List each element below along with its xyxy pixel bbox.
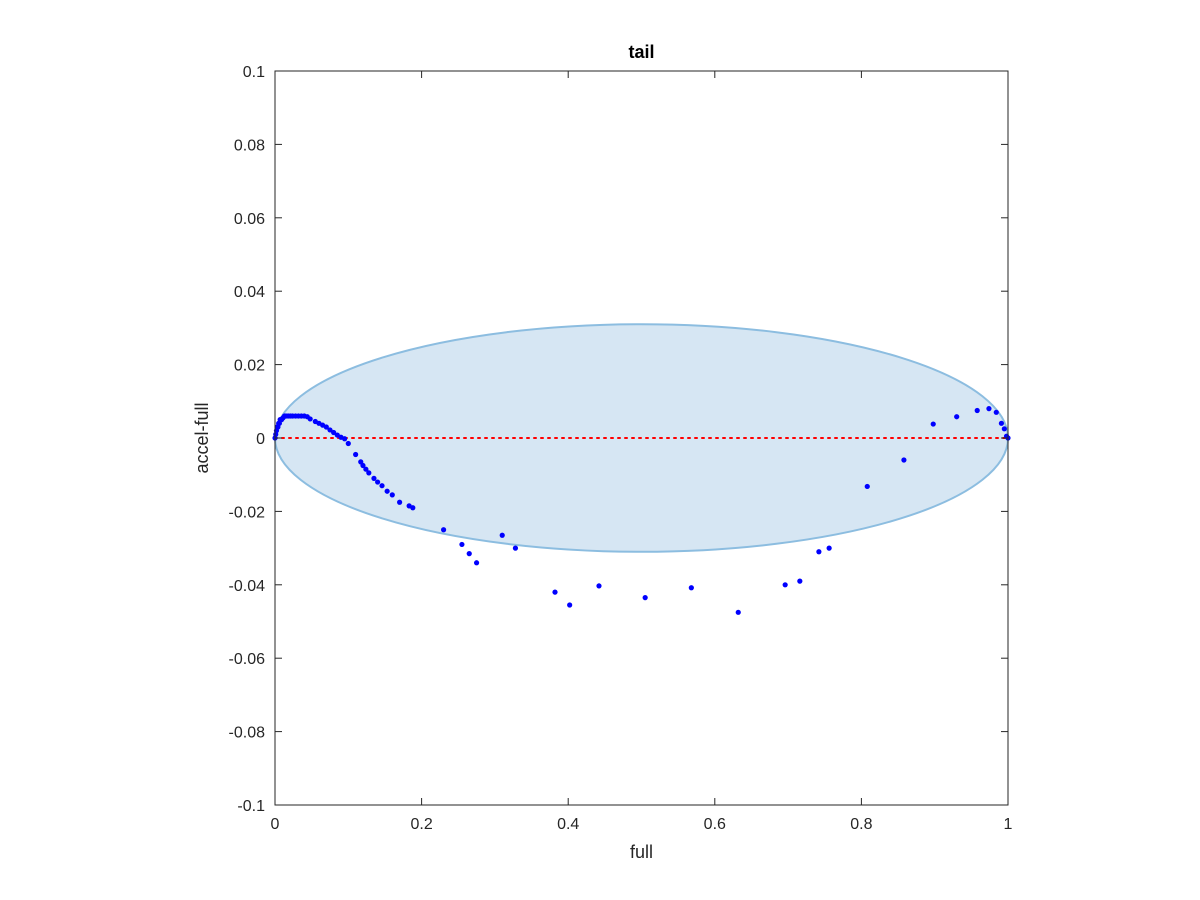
data-point <box>371 475 377 481</box>
x-tick-label: 0 <box>271 816 280 833</box>
data-point <box>512 545 519 551</box>
data-point <box>389 492 395 498</box>
data-point <box>974 407 980 414</box>
data-point <box>735 609 741 615</box>
y-axis-label: accel-full <box>192 402 212 473</box>
data-point <box>816 549 822 555</box>
y-tick-label: 0.04 <box>234 284 265 301</box>
data-point <box>567 602 573 608</box>
x-tick-label: 0.4 <box>557 816 579 833</box>
data-point <box>410 505 416 511</box>
data-point <box>993 409 999 415</box>
data-point <box>826 545 832 551</box>
x-axis-ticks: 0 0.2 0.4 0.6 0.8 1 <box>271 71 1013 833</box>
data-points-layer <box>272 406 1011 615</box>
y-tick-label: -0.06 <box>229 651 266 668</box>
data-point <box>473 560 480 566</box>
data-point <box>323 424 329 430</box>
data-point <box>345 440 351 447</box>
y-axis-ticks: -0.1 -0.08 -0.06 -0.04 -0.02 0 0.02 0.04 0.06 0.0… <box>229 64 1008 815</box>
y-tick-label: -0.02 <box>229 504 266 521</box>
y-tick-label: 0.06 <box>234 211 265 228</box>
y-tick-label: -0.1 <box>237 798 265 815</box>
data-point <box>688 585 694 591</box>
data-point <box>1001 426 1007 432</box>
y-tick-label: 0.1 <box>243 64 265 81</box>
x-tick-label: 0.2 <box>410 816 432 833</box>
y-tick-label: -0.08 <box>229 725 266 742</box>
data-point <box>363 466 369 472</box>
data-point <box>366 470 372 476</box>
y-tick-label: 0 <box>256 431 265 448</box>
x-tick-label: 1 <box>1004 816 1013 833</box>
data-point <box>360 462 366 469</box>
data-point <box>384 488 390 494</box>
x-axis-label: full <box>630 842 653 862</box>
x-tick-label: 0.6 <box>704 816 726 833</box>
data-point <box>397 499 403 505</box>
data-point <box>552 589 558 595</box>
data-point <box>342 436 348 442</box>
data-point <box>459 541 465 548</box>
data-point <box>307 416 313 422</box>
x-tick-label: 0.8 <box>850 816 872 833</box>
chart-title: tail <box>628 42 654 62</box>
y-tick-label: 0.02 <box>234 358 265 375</box>
data-point <box>331 429 337 436</box>
data-point <box>596 583 602 589</box>
data-point <box>379 483 385 489</box>
data-point <box>797 578 803 584</box>
data-point <box>327 427 333 433</box>
data-point <box>998 420 1005 426</box>
data-point <box>864 483 870 490</box>
data-point <box>499 532 505 538</box>
data-point <box>901 457 907 463</box>
data-point <box>466 551 472 557</box>
data-point <box>782 582 788 588</box>
y-tick-label: 0.08 <box>234 137 265 154</box>
data-point <box>954 414 960 420</box>
y-tick-label: -0.04 <box>229 578 266 595</box>
data-point <box>986 406 992 412</box>
data-point <box>440 527 447 533</box>
data-point <box>353 451 359 458</box>
data-point <box>375 479 381 485</box>
data-point <box>642 595 648 601</box>
data-point <box>930 421 936 427</box>
